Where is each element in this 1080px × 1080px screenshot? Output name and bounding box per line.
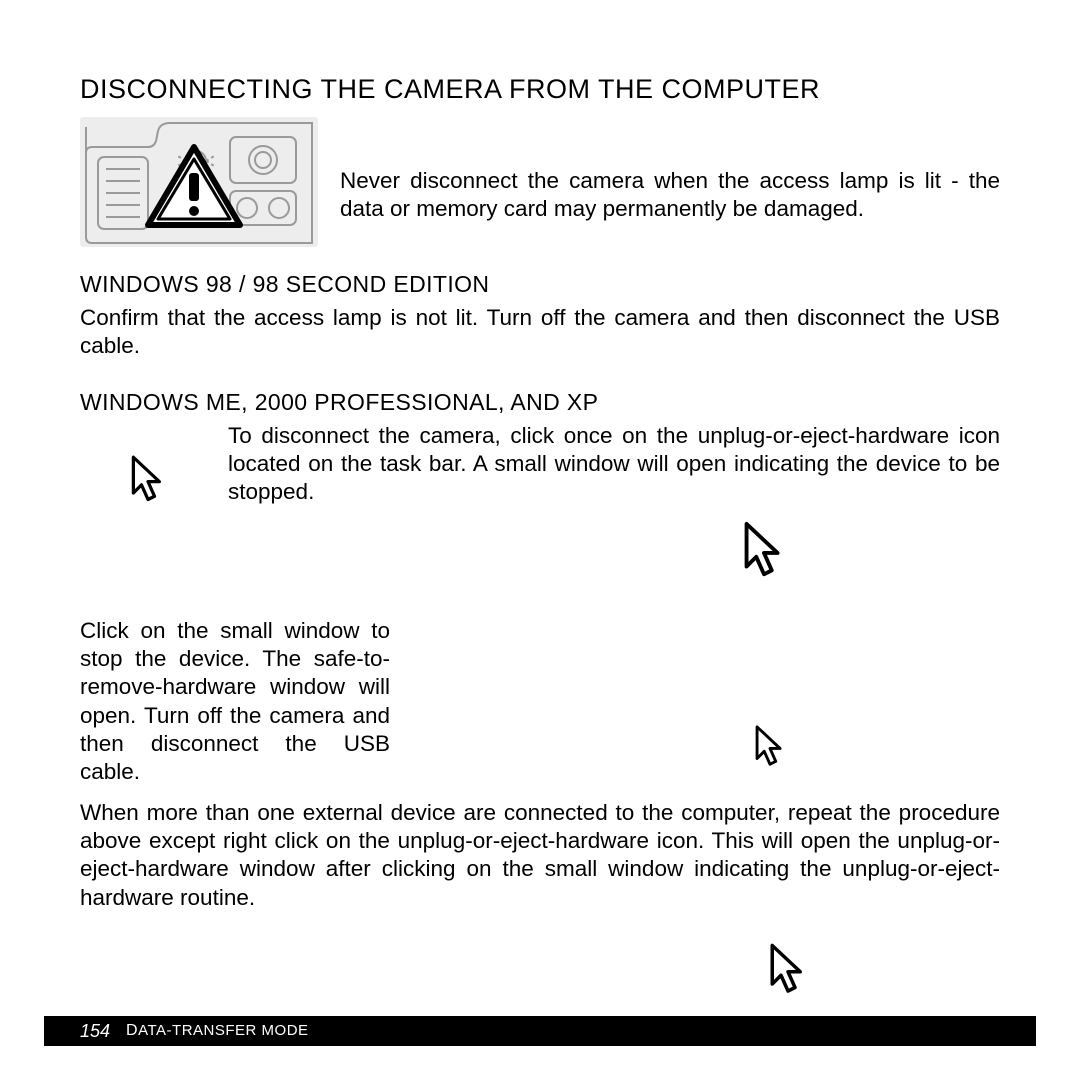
body-winme-p2: Click on the small window to stop the de…	[80, 617, 390, 787]
body-winme-p3: When more than one external device are c…	[80, 799, 1000, 912]
page-number: 154	[80, 1021, 110, 1042]
warning-row: Never disconnect the camera when the acc…	[80, 117, 1000, 247]
para2-row: Click on the small window to stop the de…	[80, 617, 1000, 787]
cursor-icon	[80, 422, 200, 506]
body-win98: Confirm that the access lamp is not lit.…	[80, 304, 1000, 361]
page-footer: 154 DATA-TRANSFER MODE	[44, 1016, 1036, 1046]
cursor-icon	[740, 520, 788, 582]
camera-illustration	[80, 117, 318, 247]
warning-triangle-icon	[148, 147, 240, 225]
para1-row: To disconnect the camera, click once on …	[80, 422, 1000, 507]
footer-section-rest: ATA-TRANSFER MODE	[138, 1022, 308, 1039]
footer-section-label: DATA-TRANSFER MODE	[126, 1022, 309, 1040]
body-winme-p1: To disconnect the camera, click once on …	[228, 422, 1000, 507]
cursor-icon	[752, 724, 788, 770]
footer-section-cap: D	[126, 1022, 138, 1039]
subhead-win98: WINDOWS 98 / 98 SECOND EDITION	[80, 271, 1000, 298]
page-title: DISCONNECTING THE CAMERA FROM THE COMPUT…	[80, 74, 1000, 105]
cursor-icon	[766, 942, 810, 998]
subhead-winme: WINDOWS ME, 2000 PROFESSIONAL, AND XP	[80, 389, 1000, 416]
warning-text: Never disconnect the camera when the acc…	[340, 117, 1000, 223]
